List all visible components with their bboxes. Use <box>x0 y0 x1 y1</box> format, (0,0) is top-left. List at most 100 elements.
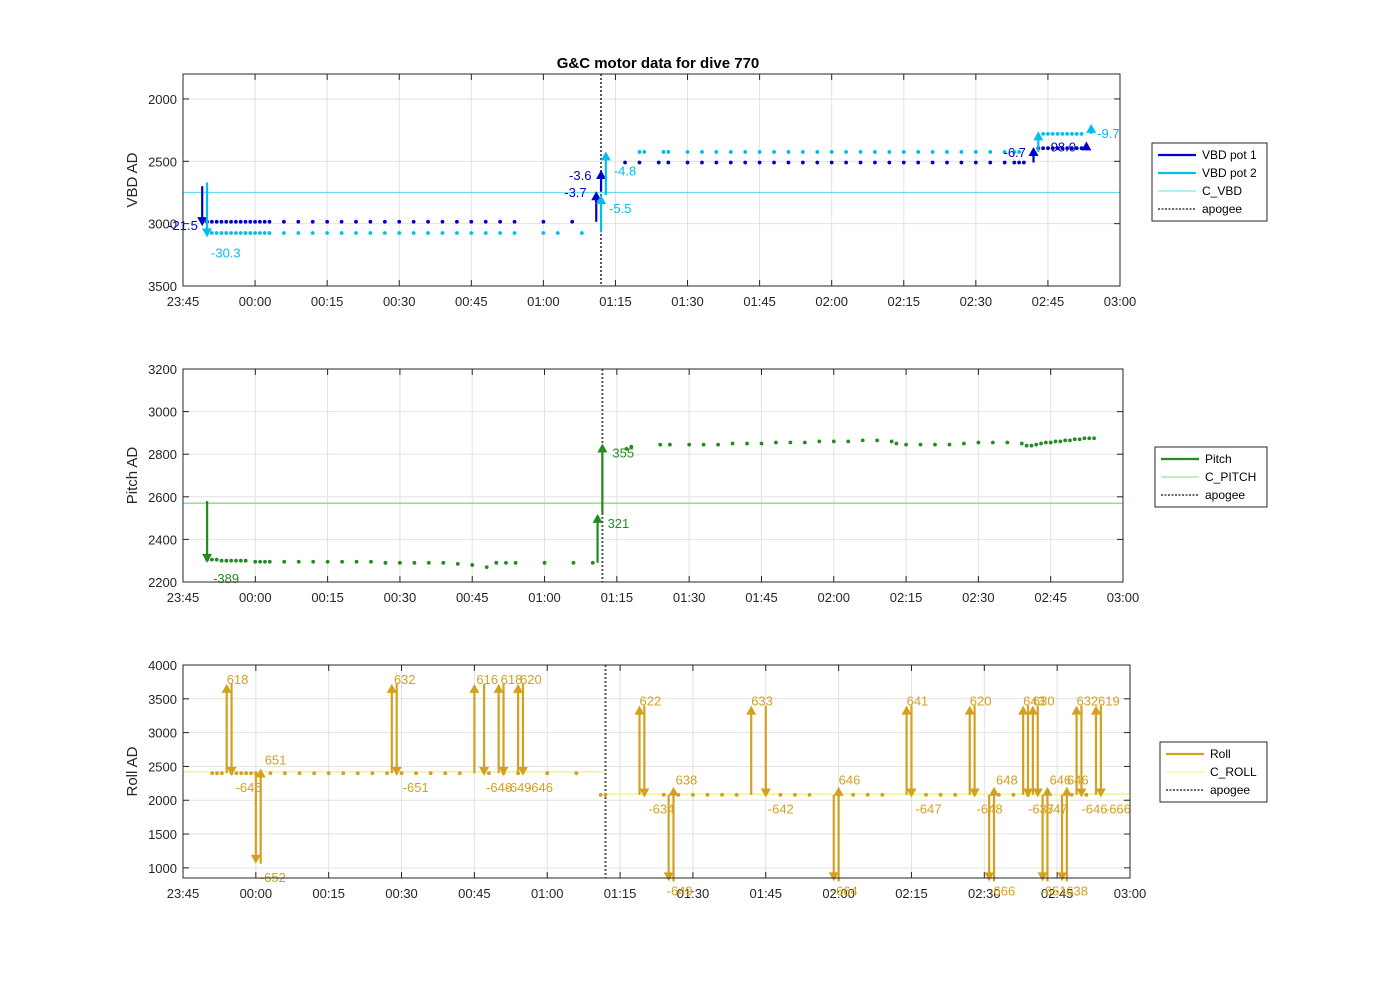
data-point <box>793 792 797 797</box>
data-point <box>1070 131 1074 136</box>
data-point <box>1070 146 1074 151</box>
move-label: -6.7 <box>1004 145 1026 160</box>
data-point <box>590 560 595 565</box>
data-point <box>1048 440 1053 445</box>
data-point <box>829 160 834 165</box>
move-label: 646 <box>839 773 861 788</box>
data-point <box>716 442 720 447</box>
data-point <box>229 558 234 563</box>
data-point <box>624 446 629 451</box>
arrow-head <box>469 683 480 693</box>
data-point <box>267 219 272 224</box>
y-tick-label: 3500 <box>148 692 177 707</box>
data-point <box>411 219 416 224</box>
axes-box <box>182 73 1121 287</box>
y-tick-label: 1000 <box>148 861 177 876</box>
arrow-head <box>639 788 650 798</box>
arrow-head <box>1057 872 1068 882</box>
data-point <box>873 150 877 154</box>
data-point <box>714 160 719 165</box>
data-point <box>209 219 214 224</box>
move-label: 643 <box>1023 694 1045 709</box>
data-point <box>1034 442 1039 447</box>
data-point <box>1058 439 1063 444</box>
legend-label: Pitch <box>1205 452 1232 466</box>
data-point <box>743 150 748 154</box>
data-point <box>860 438 865 443</box>
data-point <box>990 440 995 445</box>
arrow-head <box>202 553 213 563</box>
data-point <box>728 160 733 165</box>
data-point <box>894 441 899 446</box>
data-point <box>282 231 286 235</box>
x-tick-label: 01:15 <box>601 590 634 605</box>
data-point <box>244 771 249 776</box>
data-point <box>325 219 330 224</box>
data-point <box>296 231 301 235</box>
data-point <box>959 150 964 154</box>
y-axis-label: VBD AD <box>124 152 141 207</box>
data-point <box>700 150 704 154</box>
data-point <box>253 231 257 235</box>
data-point <box>603 792 608 797</box>
x-tick-label: 01:15 <box>604 886 637 901</box>
data-point <box>483 219 488 224</box>
move-label: -3.7 <box>564 185 586 200</box>
data-point <box>257 231 262 235</box>
arrow-head <box>1037 872 1048 882</box>
data-point <box>263 559 267 564</box>
move-label: -649 <box>506 780 532 795</box>
data-point <box>701 442 706 447</box>
data-point <box>714 150 719 154</box>
move-label: 632 <box>394 672 416 687</box>
data-point <box>1043 440 1048 445</box>
arrow-head <box>386 683 397 693</box>
arrow-head <box>989 786 1000 796</box>
data-point <box>904 442 908 447</box>
data-point <box>229 231 233 235</box>
arrow-head <box>1027 705 1038 715</box>
arrow-head <box>596 194 607 204</box>
legend-label: VBD pot 1 <box>1202 148 1257 162</box>
x-tick-label: 00:15 <box>311 294 344 309</box>
arrow-head <box>391 766 402 776</box>
legend-label: Roll <box>1210 747 1231 761</box>
data-point <box>772 150 776 154</box>
data-point <box>238 231 243 235</box>
arrow-head <box>597 443 608 453</box>
data-point <box>469 219 474 224</box>
x-tick-label: 00:45 <box>458 886 491 901</box>
data-point <box>1041 131 1046 136</box>
data-point <box>865 792 870 797</box>
data-point <box>851 792 856 797</box>
arrow-head <box>1091 705 1102 715</box>
move-label: 619 <box>1098 694 1120 709</box>
legend-label: apogee <box>1205 488 1245 502</box>
panel-3: 23:45 00:00 00:15 00:30 00:45 01:00 01:15 01:30… <box>124 658 1268 901</box>
data-point <box>443 771 448 776</box>
data-point <box>1060 146 1065 151</box>
data-point <box>354 559 359 564</box>
data-point <box>938 792 943 797</box>
data-point <box>426 231 430 235</box>
data-point <box>988 160 993 165</box>
data-point <box>296 559 301 564</box>
data-point <box>916 160 921 165</box>
data-point <box>249 771 253 776</box>
data-point <box>512 231 517 235</box>
panel-1: 23:45 00:00 00:15 00:30 00:45 01:00 01:15 01:30… <box>124 73 1268 309</box>
data-point <box>385 771 389 776</box>
plot-area <box>183 369 1123 582</box>
data-point <box>1017 150 1021 154</box>
data-point <box>1065 131 1070 136</box>
data-point <box>454 219 459 224</box>
data-point <box>889 439 894 444</box>
move-label: -646 <box>486 780 512 795</box>
y-tick-label: 2200 <box>148 575 177 590</box>
data-point <box>757 160 762 165</box>
data-point <box>933 442 937 447</box>
data-point <box>800 150 805 154</box>
data-point <box>370 771 375 776</box>
data-point <box>687 442 692 447</box>
data-point <box>745 441 749 446</box>
